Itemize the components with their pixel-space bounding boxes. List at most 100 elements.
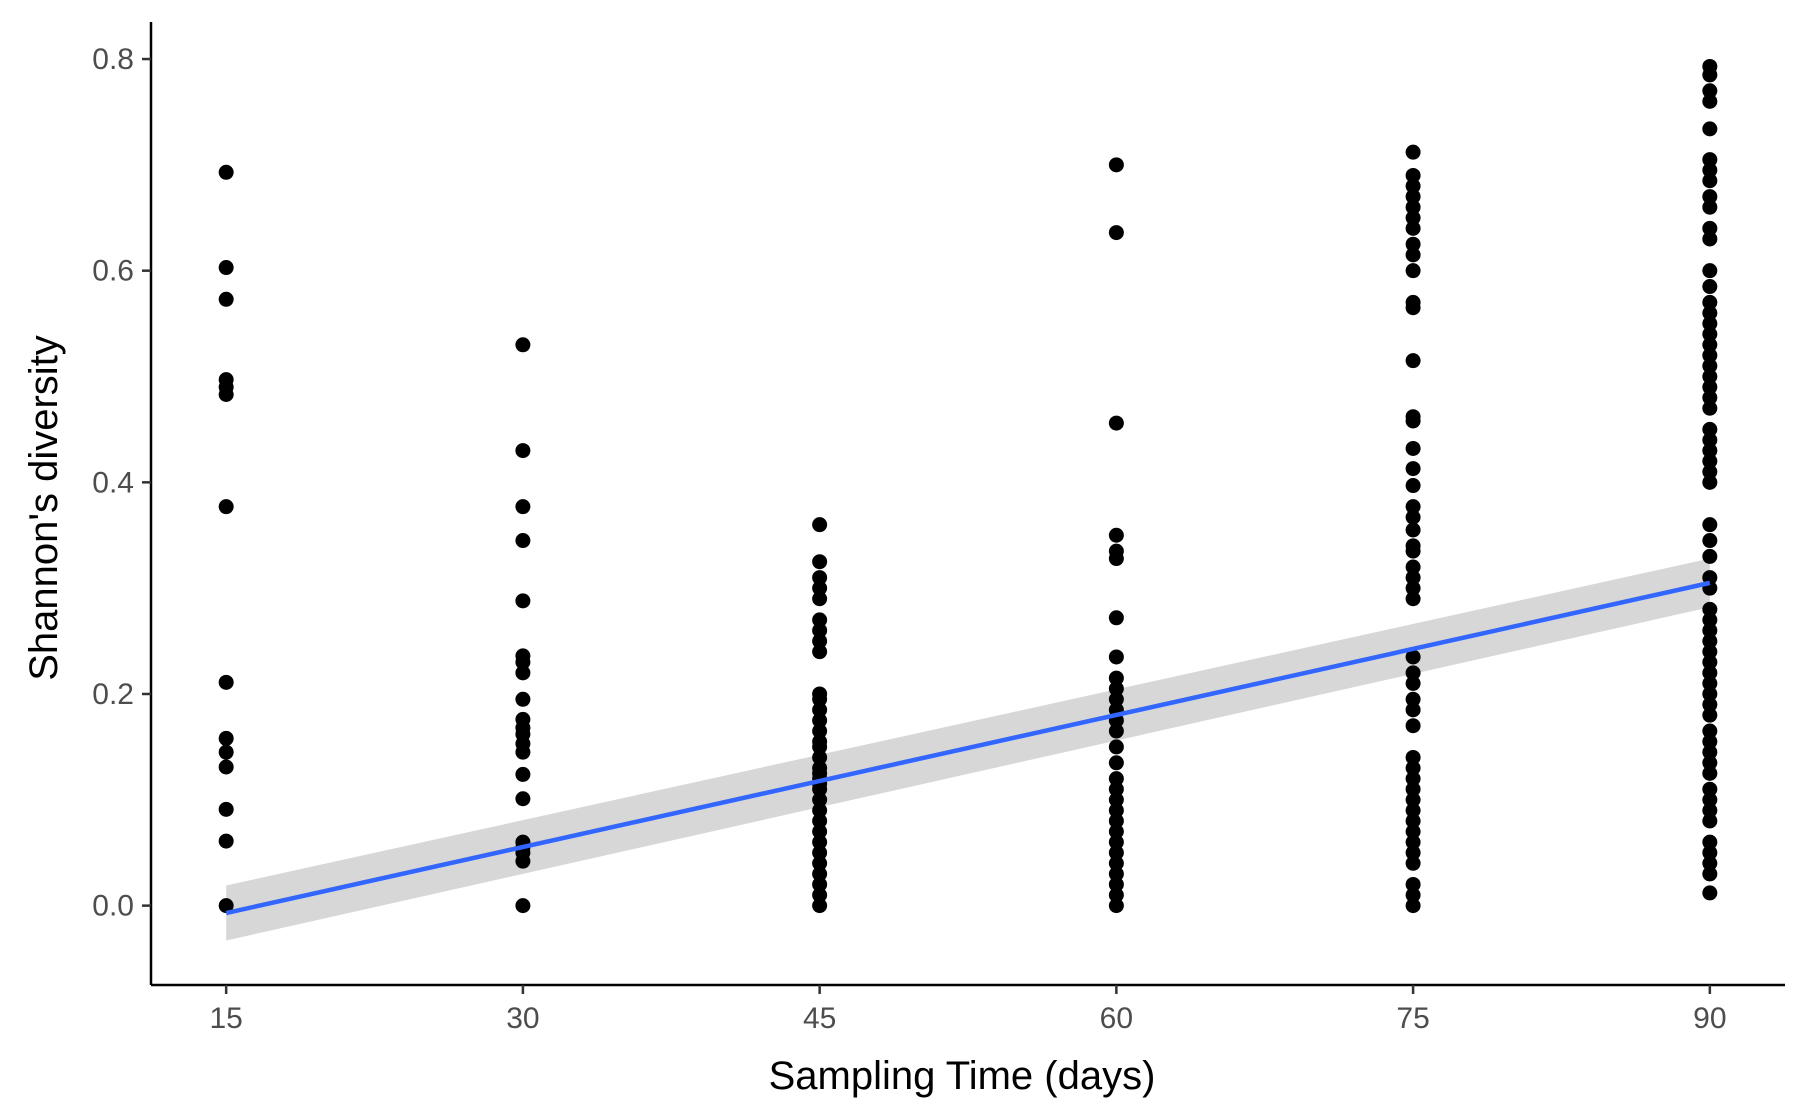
- x-tick-label: 45: [803, 1002, 836, 1035]
- data-point: [1702, 781, 1718, 797]
- data-point: [1702, 432, 1718, 448]
- data-point: [1702, 675, 1718, 691]
- data-point: [1405, 675, 1421, 691]
- data-point: [1108, 681, 1124, 697]
- data-point: [1108, 691, 1124, 707]
- data-point: [1108, 739, 1124, 755]
- x-tick-label: 90: [1693, 1002, 1726, 1035]
- data-point: [1405, 570, 1421, 586]
- data-point: [1702, 305, 1718, 321]
- ticks-layer: 15 30 45 60 75 90 0.0 0.2 0.4 0.6 0.8: [92, 43, 1726, 1035]
- data-point: [1108, 802, 1124, 818]
- data-point: [812, 781, 828, 797]
- data-point: [218, 833, 234, 849]
- data-point: [812, 802, 828, 818]
- data-point: [1702, 885, 1718, 901]
- data-point: [218, 387, 234, 403]
- data-point: [1702, 792, 1718, 808]
- y-tick-label: 0.8: [92, 43, 134, 76]
- data-point: [1702, 199, 1718, 215]
- data-point: [812, 824, 828, 840]
- data-point: [1405, 509, 1421, 525]
- data-point: [1405, 300, 1421, 316]
- data-point: [1702, 279, 1718, 295]
- data-point: [1702, 723, 1718, 739]
- data-point: [1702, 802, 1718, 818]
- data-point: [515, 691, 531, 707]
- data-point: [1405, 522, 1421, 538]
- points-layer: [218, 58, 1718, 914]
- data-point: [812, 580, 828, 596]
- data-point: [1108, 415, 1124, 431]
- data-point: [1108, 610, 1124, 626]
- data-point: [515, 791, 531, 807]
- data-point: [812, 691, 828, 707]
- data-point: [1405, 771, 1421, 787]
- data-point: [1702, 369, 1718, 385]
- data-point: [1108, 834, 1124, 850]
- x-tick-label: 60: [1100, 1002, 1133, 1035]
- data-point: [1405, 845, 1421, 861]
- data-point: [1405, 591, 1421, 607]
- data-point: [1405, 824, 1421, 840]
- data-point: [1702, 474, 1718, 490]
- data-point: [1108, 771, 1124, 787]
- data-point: [1405, 792, 1421, 808]
- data-point: [1702, 834, 1718, 850]
- data-point: [1702, 697, 1718, 713]
- data-point: [1702, 866, 1718, 882]
- data-point: [1405, 440, 1421, 456]
- data-point: [1405, 898, 1421, 914]
- data-point: [515, 593, 531, 609]
- data-point: [218, 898, 234, 914]
- data-point: [218, 291, 234, 307]
- data-point: [1702, 263, 1718, 279]
- y-tick-label: 0.0: [92, 890, 134, 923]
- data-point: [1405, 144, 1421, 160]
- data-point: [1702, 654, 1718, 670]
- data-point: [1702, 421, 1718, 437]
- y-axis-title: Shannon's diversity: [22, 335, 66, 681]
- data-point: [1108, 824, 1124, 840]
- data-point: [1405, 461, 1421, 477]
- data-point: [1108, 157, 1124, 173]
- data-point: [1405, 760, 1421, 776]
- data-point: [812, 570, 828, 586]
- data-point: [1405, 478, 1421, 494]
- data-point: [1702, 601, 1718, 617]
- data-point: [1108, 887, 1124, 903]
- data-point: [515, 766, 531, 782]
- data-point: [218, 260, 234, 276]
- axes-layer: [149, 22, 1785, 987]
- data-point: [1702, 152, 1718, 168]
- data-point: [812, 876, 828, 892]
- data-point: [812, 749, 828, 765]
- data-point: [1405, 189, 1421, 205]
- data-point: [1702, 665, 1718, 681]
- data-point: [515, 898, 531, 914]
- data-point: [1702, 220, 1718, 236]
- data-point: [812, 723, 828, 739]
- data-point: [218, 674, 234, 690]
- data-point: [1702, 533, 1718, 549]
- data-point: [1405, 876, 1421, 892]
- data-point: [1702, 813, 1718, 829]
- y-tick-label: 0.4: [92, 466, 134, 499]
- data-point: [812, 813, 828, 829]
- data-point: [1702, 326, 1718, 342]
- data-point: [1702, 337, 1718, 353]
- data-point: [218, 759, 234, 775]
- data-point: [1702, 734, 1718, 750]
- data-point: [1702, 121, 1718, 137]
- y-tick-label: 0.2: [92, 678, 134, 711]
- data-point: [1702, 570, 1718, 586]
- data-point: [1108, 898, 1124, 914]
- data-point: [812, 554, 828, 570]
- data-point: [1405, 199, 1421, 215]
- data-point: [515, 337, 531, 353]
- data-point: [1108, 670, 1124, 686]
- data-point: [1108, 649, 1124, 665]
- data-point: [1405, 802, 1421, 818]
- data-point: [218, 801, 234, 817]
- data-point: [812, 739, 828, 755]
